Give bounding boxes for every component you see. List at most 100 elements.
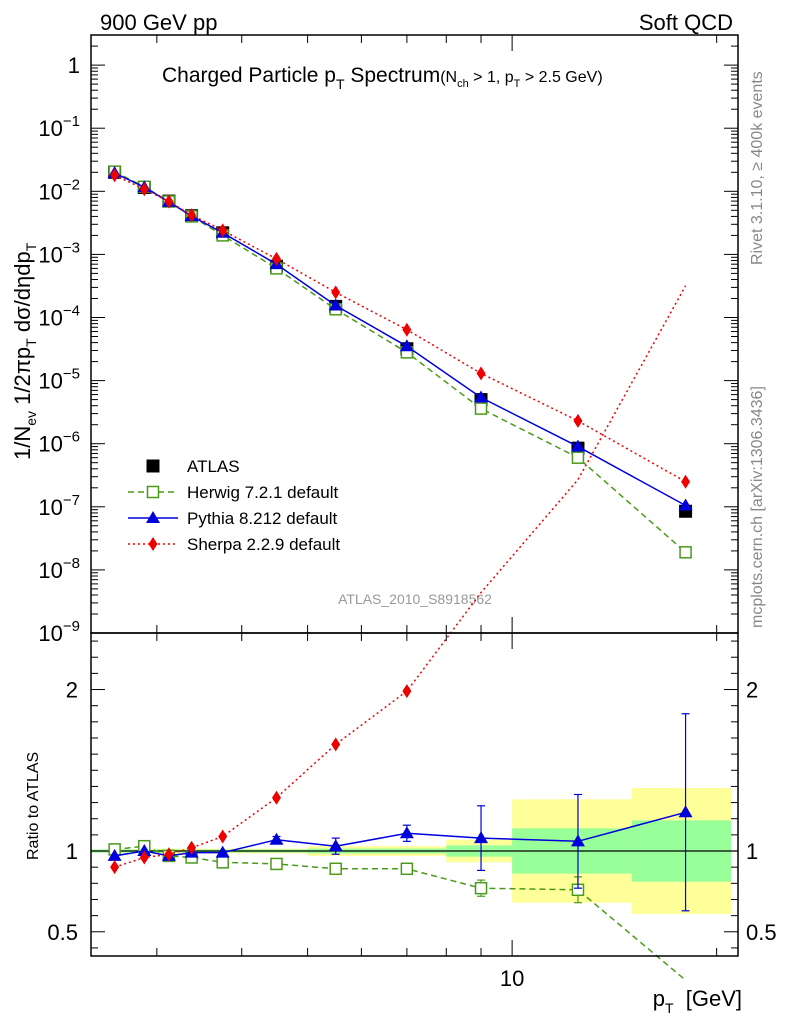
ratio-point-pythia bbox=[474, 831, 489, 844]
ylabel-sub-ev: ev bbox=[23, 411, 39, 426]
data-point-sherpa bbox=[681, 474, 691, 489]
data-point-sherpa bbox=[573, 413, 583, 428]
ratio-point-herwig bbox=[216, 856, 229, 869]
main-chart-title: Charged Particle pT Spectrum(Nch > 1, pT… bbox=[162, 64, 603, 92]
main-panel: 1/Nev 1/2πpT dσ/dηdpT Charged Particle p… bbox=[10, 34, 739, 646]
analysis-watermark: ATLAS_2010_S8918562 bbox=[338, 591, 492, 607]
ratio-point-sherpa bbox=[110, 860, 120, 875]
data-point-herwig bbox=[571, 451, 585, 464]
legend-marker-herwig bbox=[146, 485, 160, 499]
xlabel-sub: T bbox=[665, 1000, 674, 1016]
data-point-pythia bbox=[474, 390, 489, 403]
data-point-pythia bbox=[328, 298, 343, 311]
y-tick-label: 10−2 bbox=[38, 176, 80, 204]
main-series bbox=[107, 165, 693, 559]
title-sub: T bbox=[336, 76, 345, 92]
ratio-point-sherpa bbox=[164, 847, 174, 862]
data-point-sherpa bbox=[139, 182, 149, 197]
legend-label-atlas: ATLAS bbox=[187, 457, 240, 476]
ratio-point-sherpa bbox=[331, 737, 341, 752]
ylabel-part-3: dσ/dηdp bbox=[10, 251, 35, 338]
x-tick-label: 10 bbox=[500, 966, 524, 991]
xlabel-p: p bbox=[653, 986, 665, 1011]
data-point-herwig bbox=[679, 546, 692, 559]
ratio-y-tick-label-right: 2 bbox=[746, 678, 758, 703]
data-point-sherpa bbox=[271, 251, 281, 266]
ylabel-sub-t1: T bbox=[23, 338, 39, 347]
ratio-point-sherpa bbox=[218, 829, 228, 844]
data-point-sherpa bbox=[476, 366, 486, 381]
data-point-pythia bbox=[678, 498, 693, 511]
ratio-y-tick-label: 0.5 bbox=[47, 920, 78, 945]
title-main: Charged Particle p bbox=[162, 64, 336, 87]
ratio-point-sherpa bbox=[271, 790, 281, 805]
ylabel-sub-t2: T bbox=[23, 242, 39, 251]
ratio-series-sherpa bbox=[110, 285, 687, 875]
y-tick-label: 10−8 bbox=[38, 555, 80, 583]
ratio-point-sherpa bbox=[402, 684, 412, 699]
series-sherpa bbox=[110, 168, 691, 489]
ratio-y-tick-label-right: 0.5 bbox=[746, 920, 777, 945]
ratio-point-herwig bbox=[400, 862, 414, 876]
y-tick-label: 10−6 bbox=[38, 429, 80, 457]
title-cond: (N bbox=[440, 69, 457, 86]
legend-marker-sherpa bbox=[148, 537, 158, 551]
data-point-pythia bbox=[570, 439, 585, 452]
ratio-point-pythia bbox=[399, 826, 414, 839]
data-point-sherpa bbox=[164, 194, 174, 209]
ratio-frame bbox=[90, 632, 739, 957]
ylabel-part-2: 1/2πp bbox=[10, 347, 35, 411]
side-label-mcplots: mcplots.cern.ch [arXiv:1306.3436] bbox=[749, 386, 766, 628]
ratio-point-herwig bbox=[474, 881, 488, 895]
ratio-line-sherpa bbox=[114, 285, 687, 868]
data-point-sherpa bbox=[402, 322, 412, 337]
y-tick-label: 10−3 bbox=[38, 239, 80, 267]
main-axis-ticks: 1 10−1 10−2 10−3 10−4 10−5 10−6 10−7 10−8 10−9 bbox=[38, 34, 738, 646]
y-tick-label: 10−5 bbox=[38, 366, 80, 394]
legend-label-pythia: Pythia 8.212 default bbox=[187, 509, 338, 528]
y-tick-label: 10−7 bbox=[38, 492, 80, 520]
data-point-sherpa bbox=[187, 208, 197, 223]
ratio-point-sherpa bbox=[187, 840, 197, 855]
ratio-y-tick-label: 2 bbox=[66, 678, 78, 703]
ylabel-part-1: 1/N bbox=[10, 426, 35, 460]
header-right: Soft QCD bbox=[639, 10, 733, 35]
x-axis-label: pT [GeV] bbox=[653, 986, 742, 1016]
ratio-y-axis-label: Ratio to ATLAS bbox=[25, 752, 42, 860]
data-point-sherpa bbox=[110, 168, 120, 183]
y-tick-label: 1 bbox=[68, 53, 80, 78]
ratio-axis-ticks: 0.5 0.5 1 1 2 2 10 bbox=[47, 633, 777, 991]
legend-label-sherpa: Sherpa 2.2.9 default bbox=[187, 535, 340, 554]
data-point-sherpa bbox=[218, 223, 228, 238]
ratio-y-tick-label-right: 1 bbox=[746, 839, 758, 864]
title-cond-sub2: T bbox=[514, 78, 521, 90]
y-tick-label: 10−9 bbox=[38, 618, 80, 646]
ratio-point-pythia bbox=[107, 848, 122, 861]
y-tick-label: 10−1 bbox=[38, 113, 80, 141]
header-left: 900 GeV pp bbox=[100, 10, 217, 35]
series-line-pythia bbox=[114, 172, 686, 507]
data-point-herwig bbox=[474, 402, 488, 415]
xlabel-unit: [GeV] bbox=[674, 986, 742, 1011]
ratio-point-herwig bbox=[270, 857, 283, 871]
y-tick-label: 10−4 bbox=[38, 303, 80, 331]
legend-marker-atlas bbox=[146, 459, 160, 473]
title-cond-mid: > 1, p bbox=[469, 69, 514, 86]
data-point-pythia bbox=[399, 339, 414, 352]
title-cond-end: > 2.5 GeV) bbox=[520, 69, 602, 86]
ratio-point-pythia bbox=[137, 844, 152, 857]
ratio-point-pythia bbox=[269, 832, 284, 845]
ratio-series bbox=[107, 285, 693, 981]
side-label-rivet: Rivet 3.1.10, ≥ 400k events bbox=[749, 71, 766, 265]
title-rest: Spectrum bbox=[345, 64, 441, 87]
main-y-axis-label: 1/Nev 1/2πpT dσ/dηdpT bbox=[10, 242, 39, 460]
ratio-y-tick-label: 1 bbox=[66, 839, 78, 864]
title-cond-sub: ch bbox=[457, 78, 469, 90]
ratio-point-pythia bbox=[570, 834, 585, 847]
ratio-point-sherpa bbox=[139, 850, 149, 865]
ratio-point-herwig bbox=[329, 862, 342, 876]
series-line-sherpa bbox=[114, 174, 686, 483]
ratio-point-pythia bbox=[678, 805, 693, 818]
legend-label-herwig: Herwig 7.2.1 default bbox=[187, 483, 338, 502]
